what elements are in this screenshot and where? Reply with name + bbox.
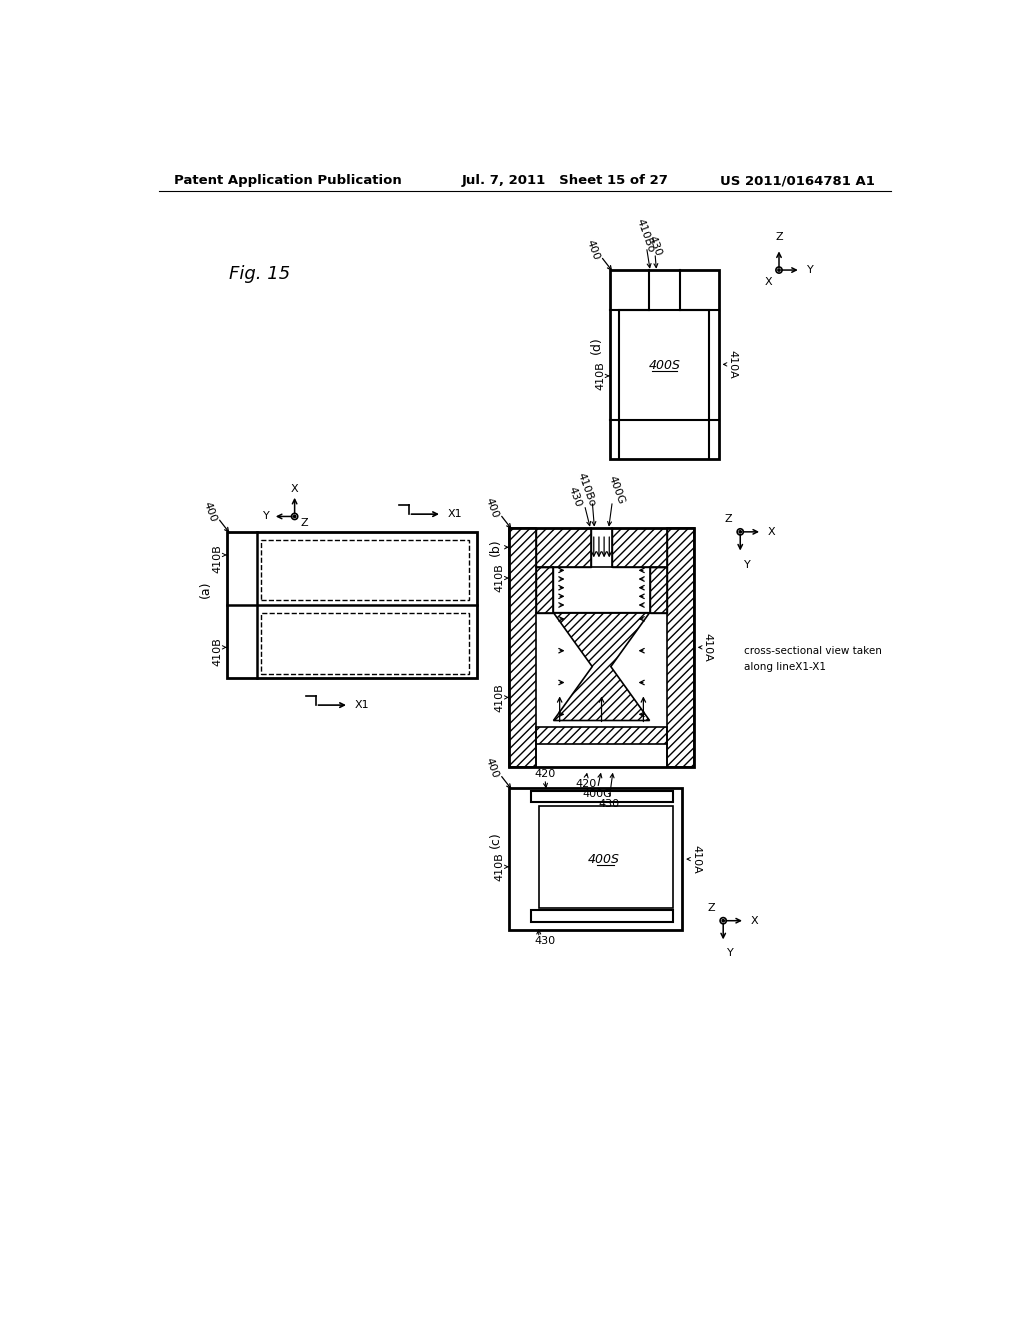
Text: 420: 420 [575,779,597,788]
Text: along lineX1-X1: along lineX1-X1 [744,661,826,672]
Bar [509,788,682,929]
Bar [531,909,673,923]
Text: Y: Y [744,560,751,569]
Bar [667,528,693,767]
Text: 430: 430 [599,799,620,809]
Text: 400: 400 [202,500,218,524]
Text: 430: 430 [647,234,664,257]
Text: 410B: 410B [495,564,504,593]
Text: Z: Z [301,517,308,528]
Bar [260,540,469,601]
Text: 410Bo: 410Bo [577,471,598,508]
Text: X: X [751,916,759,925]
Text: Y: Y [263,511,270,521]
Text: (b): (b) [488,539,502,556]
Bar [537,566,554,612]
Text: (d): (d) [590,337,602,354]
Text: 410B: 410B [212,544,222,573]
Text: Jul. 7, 2011   Sheet 15 of 27: Jul. 7, 2011 Sheet 15 of 27 [461,174,668,187]
Text: 410A: 410A [702,634,713,661]
Text: 410B: 410B [595,362,605,391]
Text: 420: 420 [535,770,556,779]
Bar [537,726,667,743]
Circle shape [722,920,724,921]
Text: X1: X1 [447,510,462,519]
Text: 400: 400 [484,496,501,520]
Text: 400G: 400G [583,788,612,799]
Text: Y: Y [727,949,734,958]
Text: cross-sectional view taken: cross-sectional view taken [744,647,882,656]
Text: 430: 430 [567,486,584,508]
Text: Fig. 15: Fig. 15 [228,265,290,282]
Text: (c): (c) [488,832,502,849]
Bar [509,528,537,767]
Text: 400G: 400G [606,474,626,506]
Bar [539,807,673,908]
Bar [649,566,667,612]
Bar [260,612,469,673]
Text: 400S: 400S [648,359,680,372]
Text: 410B: 410B [495,682,504,711]
Bar [537,528,591,566]
Text: 410A: 410A [691,845,701,874]
Text: Z: Z [725,515,732,524]
Text: Y: Y [807,265,814,275]
Text: 400: 400 [585,239,601,261]
Text: X1: X1 [354,700,369,710]
Circle shape [294,515,296,517]
Text: 400: 400 [484,756,501,780]
Text: 410Bo: 410Bo [634,216,655,253]
Bar [620,310,710,420]
Text: US 2011/0164781 A1: US 2011/0164781 A1 [720,174,876,187]
Text: X: X [291,483,298,494]
Text: 430: 430 [535,936,556,946]
Circle shape [739,531,741,533]
Bar [531,791,673,803]
Circle shape [778,269,780,271]
Text: (a): (a) [199,581,212,598]
Bar [612,528,667,566]
Text: X: X [768,527,776,537]
Text: 410A: 410A [727,350,737,379]
Text: Patent Application Publication: Patent Application Publication [174,174,402,187]
Text: 410B: 410B [212,636,222,665]
Text: X: X [764,277,772,286]
Text: 400S: 400S [588,853,620,866]
Bar [227,532,477,678]
Bar [509,528,693,767]
Text: Z: Z [775,232,782,243]
Text: 410B: 410B [495,853,504,882]
Text: Z: Z [708,903,716,913]
Bar [610,271,719,459]
